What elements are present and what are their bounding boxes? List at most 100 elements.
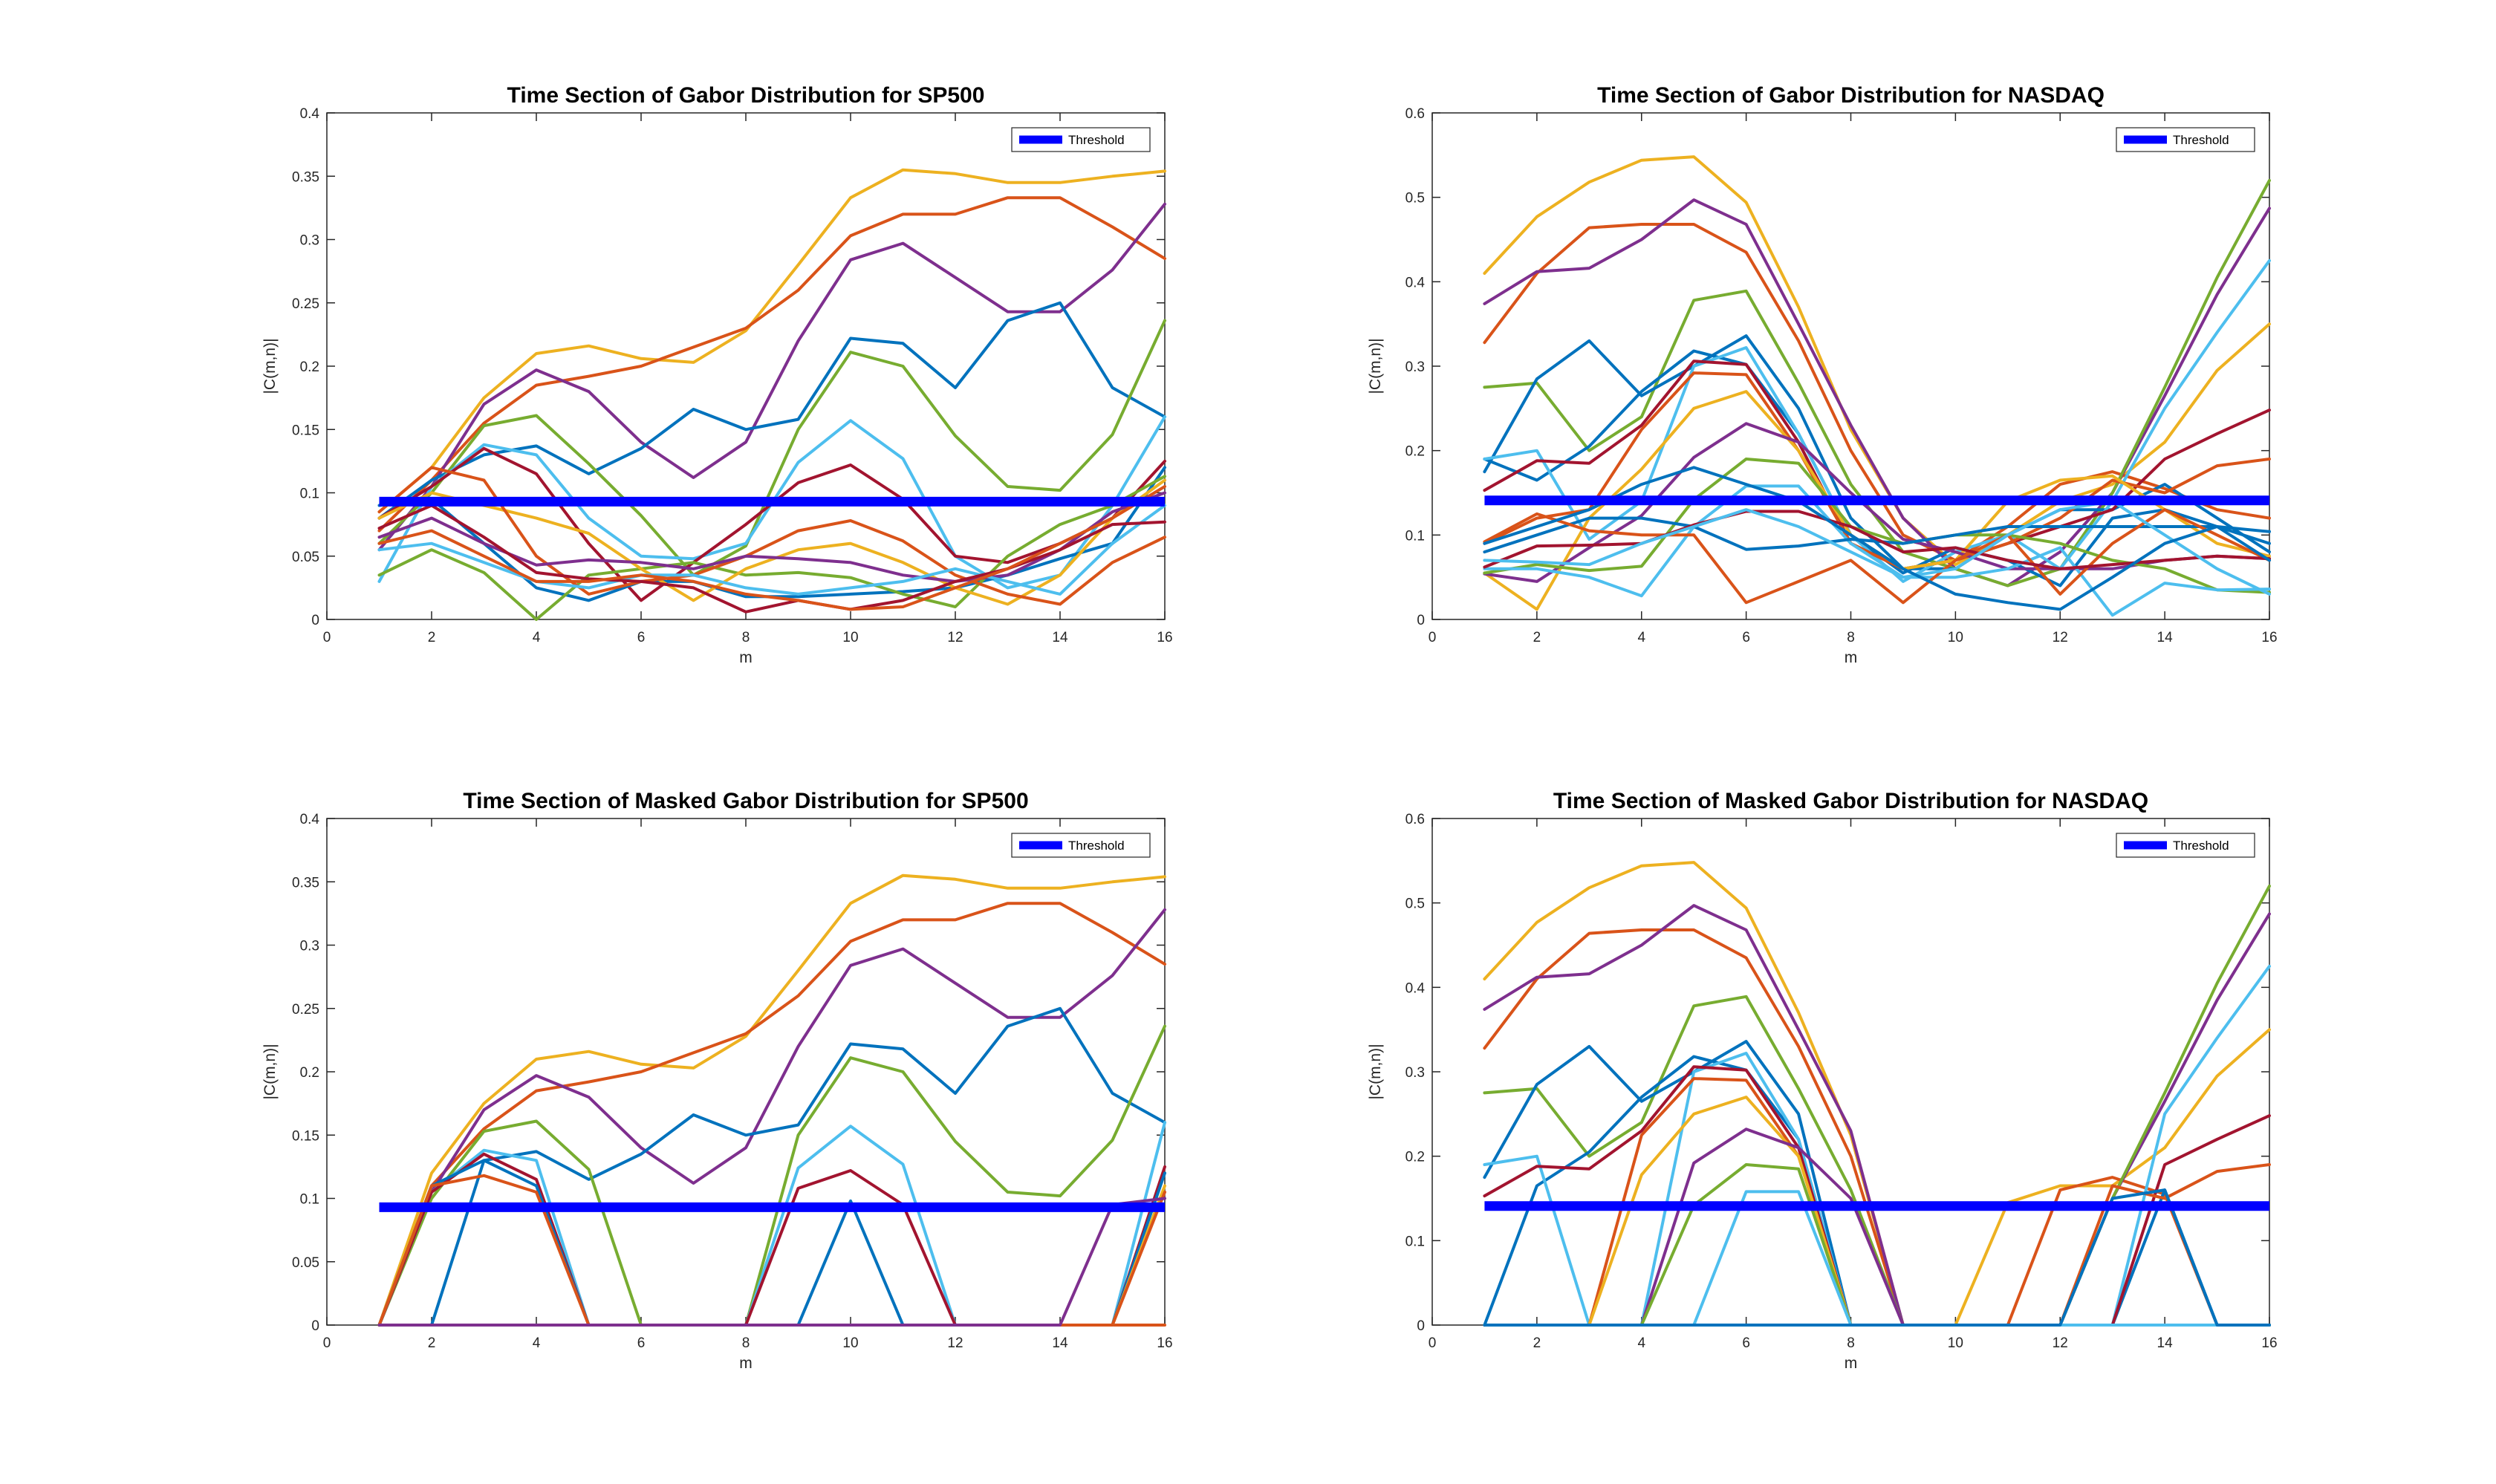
y-tick-label: 0 [311, 1318, 319, 1334]
y-tick-label: 0.6 [1405, 812, 1425, 827]
x-tick-label: 12 [947, 630, 963, 645]
series-line-2 [377, 196, 1166, 533]
chart-title: Time Section of Masked Gabor Distributio… [1553, 789, 2148, 813]
x-tick-label: 12 [2053, 630, 2068, 645]
legend: Threshold [2116, 127, 2255, 152]
chart-panel-3: Time Section of Masked Gabor Distributio… [261, 789, 1173, 1372]
x-tick-label: 8 [1847, 1335, 1855, 1351]
x-tick-label: 2 [428, 630, 436, 645]
y-axis-label: |C(m,n)| [1367, 338, 1384, 394]
series-line-6 [1483, 349, 2271, 588]
y-tick-label: 0.1 [1405, 1234, 1425, 1249]
series-line-13 [1483, 484, 2271, 617]
y-axis-label: |C(m,n)| [261, 1044, 279, 1099]
x-tick-label: 0 [323, 1335, 331, 1351]
x-tick-label: 16 [2261, 1335, 2277, 1351]
series-line-15 [1483, 1188, 2271, 1327]
series-line-15 [1483, 508, 2271, 605]
y-tick-label: 0.1 [1405, 528, 1425, 544]
chart-title: Time Section of Masked Gabor Distributio… [463, 789, 1028, 813]
y-axis-label: |C(m,n)| [261, 338, 279, 394]
x-tick-label: 10 [1948, 630, 1963, 645]
x-tick-label: 2 [428, 1335, 436, 1351]
x-tick-label: 4 [1637, 630, 1645, 645]
x-tick-label: 14 [2157, 630, 2174, 645]
series-line-5 [377, 319, 1166, 577]
y-tick-label: 0 [1417, 1318, 1425, 1334]
x-tick-label: 6 [1742, 630, 1750, 645]
x-tick-label: 14 [1052, 630, 1068, 645]
chart-title: Time Section of Gabor Distribution for S… [507, 83, 985, 108]
y-tick-label: 0.15 [292, 1128, 319, 1144]
series-line-11 [1483, 1096, 2271, 1327]
y-tick-label: 0.15 [292, 423, 319, 438]
series-line-4 [1483, 904, 2271, 1327]
y-tick-label: 0.25 [292, 1002, 319, 1018]
x-tick-label: 16 [1157, 1335, 1172, 1351]
series-line-15 [377, 485, 1166, 611]
x-tick-label: 8 [742, 1335, 750, 1351]
y-tick-label: 0.1 [300, 486, 319, 502]
x-tick-label: 0 [1429, 1335, 1437, 1351]
x-tick-label: 4 [1637, 1335, 1645, 1351]
series-line-3 [1483, 928, 2271, 1327]
series-line-5 [1483, 884, 2271, 1327]
x-tick-label: 0 [323, 630, 331, 645]
axes-box [326, 818, 1166, 1326]
series-line-8 [1483, 964, 2271, 1327]
series-line-10 [377, 478, 1166, 606]
y-tick-label: 0.2 [1405, 444, 1425, 460]
legend-threshold-label: Threshold [1068, 133, 1125, 147]
y-tick-label: 0 [1417, 613, 1425, 628]
x-tick-label: 16 [1157, 630, 1172, 645]
y-tick-label: 0.2 [1405, 1150, 1425, 1165]
legend: Threshold [2116, 833, 2255, 858]
series-line-2 [1483, 223, 2271, 562]
y-tick-label: 0.3 [300, 233, 319, 249]
chart-panel-2: Time Section of Gabor Distribution for N… [1367, 83, 2278, 666]
x-tick-label: 4 [533, 630, 541, 645]
series-line-16 [1483, 510, 2271, 570]
series-line-17 [1483, 499, 2271, 596]
y-tick-label: 0.4 [300, 106, 320, 122]
series-group [1483, 861, 2271, 1327]
y-tick-label: 0.3 [300, 939, 319, 954]
y-tick-label: 0.3 [1405, 359, 1425, 375]
series-line-2 [377, 873, 1166, 1327]
y-tick-label: 0.4 [300, 812, 320, 827]
y-tick-label: 0.2 [300, 359, 319, 375]
x-tick-label: 8 [1847, 630, 1855, 645]
x-tick-label: 8 [742, 630, 750, 645]
y-tick-label: 0.05 [292, 550, 319, 565]
series-group [377, 168, 1166, 621]
series-line-9 [377, 475, 1166, 621]
y-tick-label: 0.6 [1405, 106, 1425, 122]
y-tick-label: 0.1 [300, 1192, 319, 1208]
y-tick-label: 0 [311, 613, 319, 628]
series-line-9 [1483, 371, 2271, 570]
x-tick-label: 14 [2157, 1335, 2174, 1351]
axes-box [1431, 818, 2270, 1326]
series-line-1 [377, 168, 1166, 514]
y-tick-label: 0.5 [1405, 896, 1425, 912]
series-group [377, 873, 1166, 1327]
series-line-4 [1483, 178, 2271, 588]
x-tick-label: 10 [842, 1335, 858, 1351]
x-tick-label: 0 [1429, 630, 1437, 645]
series-line-12 [377, 1197, 1166, 1327]
legend-threshold-label: Threshold [1068, 839, 1125, 853]
x-tick-label: 10 [1948, 1335, 1963, 1351]
x-tick-label: 12 [2053, 1335, 2068, 1351]
chart-title: Time Section of Gabor Distribution for N… [1597, 83, 2105, 108]
x-axis-label: m [1845, 649, 1858, 666]
y-tick-label: 0.5 [1405, 191, 1425, 206]
series-line-13 [377, 504, 1166, 596]
x-tick-label: 2 [1533, 630, 1541, 645]
y-tick-label: 0.3 [1405, 1065, 1425, 1081]
series-line-7 [1483, 258, 2271, 583]
x-tick-label: 10 [842, 630, 858, 645]
x-tick-label: 6 [1742, 1335, 1750, 1351]
x-tick-label: 2 [1533, 1335, 1541, 1351]
series-line-11 [377, 466, 1166, 606]
